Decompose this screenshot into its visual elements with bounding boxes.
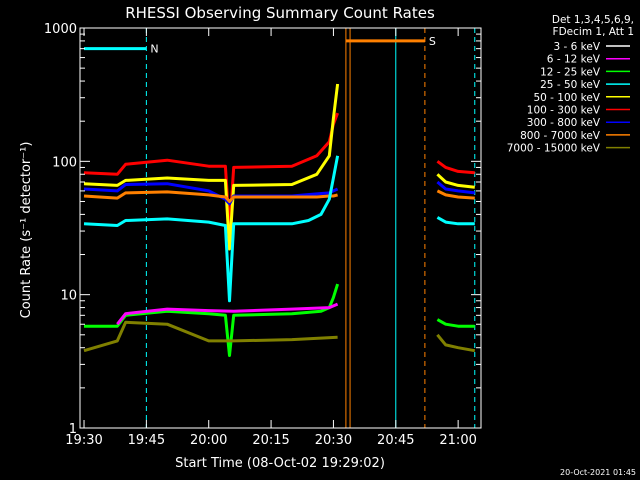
series-line (83, 83, 340, 251)
series-line (436, 189, 475, 200)
series-line (436, 333, 476, 353)
legend-header: FDecim 1, Att 1 (553, 26, 634, 38)
annotation-label: N (150, 43, 158, 56)
chart-title: RHESSI Observing Summary Count Rates (125, 4, 435, 22)
annotation-label: S (429, 35, 436, 48)
y-tick-label: 1 (69, 422, 77, 437)
x-tick-label: 20:15 (252, 433, 289, 448)
x-tick-label: 19:30 (65, 433, 102, 448)
marker-layer: NS (84, 28, 476, 428)
y-axis-label: Count Rate (s⁻¹ detector⁻¹) (19, 142, 34, 319)
y-tick-label: 1000 (44, 22, 77, 37)
series-line (83, 320, 338, 353)
series-line (436, 216, 475, 226)
plot-frame (79, 27, 482, 429)
legend: Det 1,3,4,5,6,9,FDecim 1, Att 1 3 - 6 keV… (507, 14, 634, 155)
series-line (83, 155, 340, 303)
legend-label: 50 - 100 keV (533, 92, 600, 104)
x-tick-label: 20:00 (190, 433, 227, 448)
axes-layer: 19:30 19:45 20:00 20:15 20:30 20:45 21:00 1 10 10… (44, 22, 482, 448)
y-tick-label: 100 (52, 155, 77, 170)
series-line (116, 302, 339, 326)
series-layer (83, 83, 476, 357)
legend-label: 3 - 6 keV (553, 41, 600, 53)
legend-label: 300 - 800 keV (527, 117, 601, 129)
series-line (436, 180, 475, 195)
legend-label: 6 - 12 keV (547, 54, 601, 66)
series-line (436, 318, 475, 328)
y-tick-label: 10 (60, 289, 77, 304)
series-line (436, 173, 475, 189)
series-line (436, 160, 475, 175)
x-tick-label: 19:45 (128, 433, 165, 448)
legend-label: 12 - 25 keV (540, 66, 601, 78)
legend-label: 800 - 7000 keV (520, 130, 601, 142)
legend-label: 100 - 300 keV (527, 105, 601, 117)
x-axis-label: Start Time (08-Oct-02 19:29:02) (175, 456, 385, 471)
x-tick-label: 20:30 (315, 433, 352, 448)
footer-date: 20-Oct-2021 01:45 (560, 468, 636, 477)
legend-header: Det 1,3,4,5,6,9, (552, 14, 634, 26)
x-tick-label: 21:00 (439, 433, 476, 448)
legend-label: 25 - 50 keV (540, 79, 601, 91)
x-tick-label: 20:45 (377, 433, 414, 448)
legend-label: 7000 - 15000 keV (507, 143, 601, 155)
